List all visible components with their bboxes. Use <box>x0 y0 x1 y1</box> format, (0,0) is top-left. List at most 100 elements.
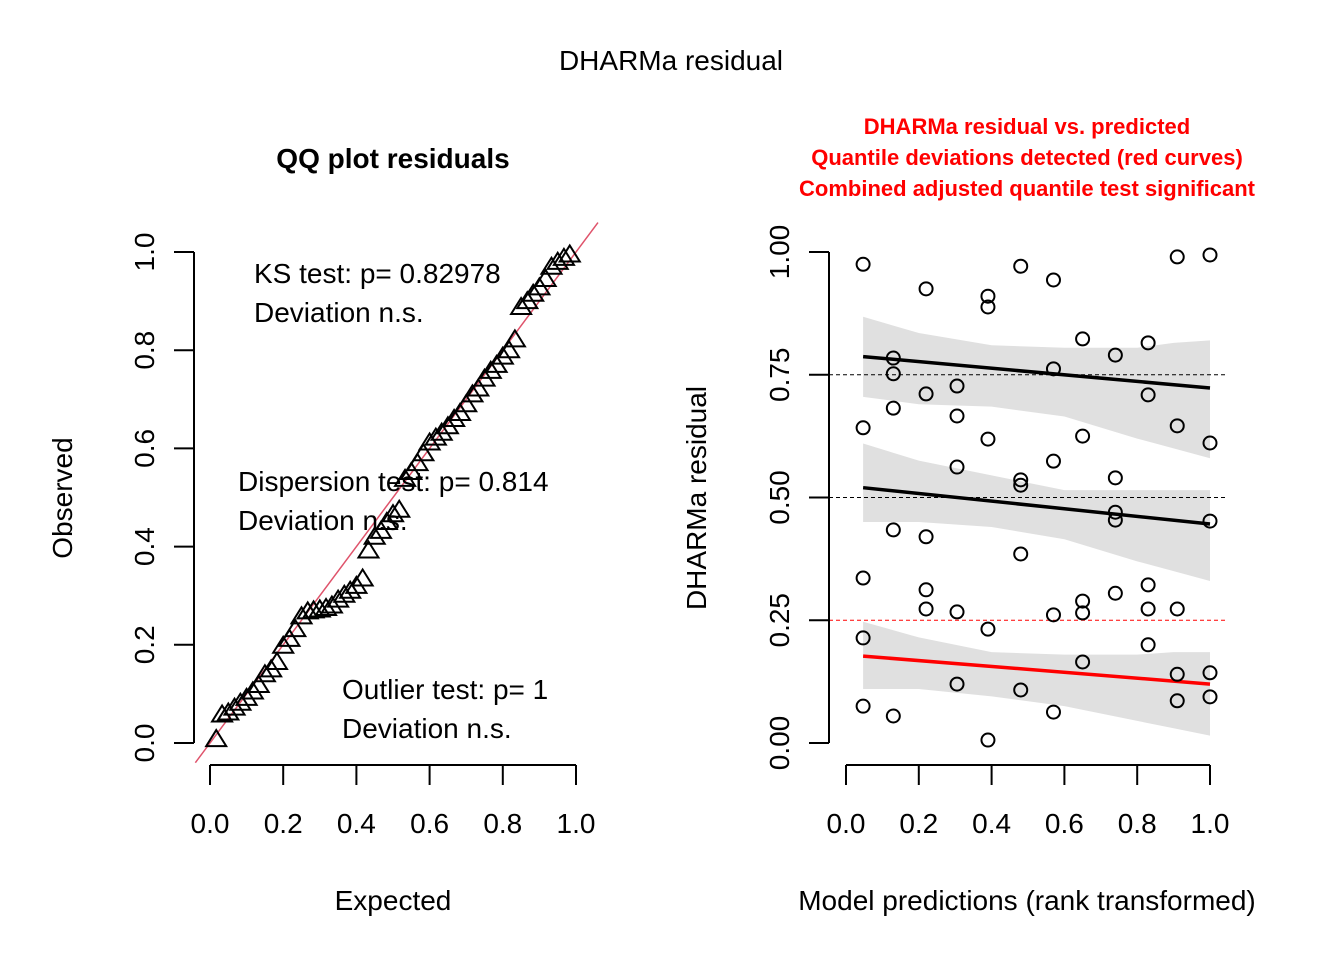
qq-point-triangle <box>210 703 234 723</box>
rv-x-tick-label: 0.8 <box>1118 808 1157 839</box>
rv-point-circle <box>1075 593 1091 609</box>
qq-point-triangle <box>557 243 582 263</box>
qq-y-axis-label: Observed <box>47 437 78 558</box>
rv-point-circle <box>855 420 871 436</box>
rv-x-tick-label: 1.0 <box>1191 808 1230 839</box>
qq-y-tick-label: 0.0 <box>129 724 160 763</box>
qq-x-tick-label: 0.2 <box>264 808 303 839</box>
qq-point-triangle <box>277 628 302 647</box>
rv-point-circle <box>1169 693 1185 709</box>
rv-point-circle <box>949 604 965 620</box>
rv-point-circle <box>918 386 934 402</box>
rv-point-circle <box>885 400 901 416</box>
rv-point-circle <box>1045 453 1061 469</box>
rv-y-axis-label: DHARMa residual <box>681 386 712 610</box>
qq-point-triangle <box>234 686 259 706</box>
qq-point-triangle <box>381 503 405 523</box>
rv-x-axis: 0.0 0.2 0.4 0.6 0.8 1.0 <box>827 764 1230 839</box>
ks-test-annotation-line: KS test: p= 0.82978 <box>254 258 501 289</box>
qq-point-triangle <box>393 467 417 487</box>
qq-points <box>204 243 582 748</box>
rv-point-circle <box>1107 504 1123 520</box>
rv-point-circle <box>1045 704 1061 720</box>
rv-y-tick-label: 0.75 <box>764 348 795 403</box>
rv-point-circle <box>980 732 996 748</box>
rv-points <box>855 247 1218 748</box>
rv-point-circle <box>1075 331 1091 347</box>
qq-point-triangle <box>338 579 362 599</box>
rv-point-circle <box>1169 418 1185 434</box>
rv-point-circle <box>1107 585 1123 601</box>
dispersion-test-annotation-line: Deviation n.s. <box>238 505 408 536</box>
rv-point-circle <box>1140 601 1156 617</box>
rv-point-circle <box>949 408 965 424</box>
qq-x-tick-label: 1.0 <box>557 808 596 839</box>
rv-confidence-bands <box>863 316 1210 736</box>
qq-point-triangle <box>490 345 515 365</box>
qq-point-triangle <box>204 728 229 748</box>
qq-point-triangle <box>320 594 344 614</box>
rv-point-circle <box>855 630 871 646</box>
residual-vs-predicted-panel: DHARMa residual vs. predicted Quantile d… <box>681 114 1256 916</box>
qq-point-triangle <box>552 247 576 266</box>
rv-point-circle <box>1169 601 1185 617</box>
rv-point-circle <box>1045 272 1061 288</box>
rv-point-circle <box>1013 258 1029 274</box>
qq-point-triangle <box>253 663 277 683</box>
rv-reference-lines <box>829 374 1225 621</box>
rv-point-circle <box>980 621 996 637</box>
rv-title-line-2: Quantile deviations detected (red curves… <box>811 145 1243 170</box>
dispersion-test-annotation-line: Dispersion test: p= 0.814 <box>238 466 549 497</box>
rv-x-tick-label: 0.0 <box>827 808 866 839</box>
rv-point-circle <box>885 366 901 382</box>
rv-point-circle <box>1202 513 1218 529</box>
rv-point-circle <box>1075 605 1091 621</box>
rv-band-q0.5 <box>863 443 1210 581</box>
qq-point-triangle <box>521 282 545 302</box>
rv-point-circle <box>949 676 965 692</box>
rv-point-circle <box>855 698 871 714</box>
qq-point-triangle <box>362 525 387 545</box>
qq-y-axis: 0.0 0.2 0.4 0.6 0.8 1.0 <box>129 233 195 763</box>
qq-point-triangle <box>429 421 454 441</box>
rv-point-circle <box>918 582 934 598</box>
rv-point-circle <box>1013 472 1029 488</box>
qq-x-tick-label: 0.6 <box>410 808 449 839</box>
rv-point-circle <box>1140 637 1156 653</box>
rv-point-circle <box>885 522 901 538</box>
qq-y-tick-label: 0.8 <box>129 331 160 370</box>
qq-point-triangle <box>503 328 527 348</box>
rv-point-circle <box>855 570 871 586</box>
rv-y-tick-label: 1.00 <box>764 225 795 280</box>
rv-y-tick-label: 0.00 <box>764 716 795 771</box>
qq-y-tick-label: 0.2 <box>129 625 160 664</box>
qq-x-tick-label: 0.4 <box>337 808 376 839</box>
rv-x-tick-label: 0.6 <box>1045 808 1084 839</box>
rv-point-circle <box>1045 607 1061 623</box>
rv-point-circle <box>980 288 996 304</box>
qq-point-triangle <box>454 393 479 413</box>
outlier-test-annotation-line: Deviation n.s. <box>342 713 512 744</box>
rv-x-axis-label: Model predictions (rank transformed) <box>798 885 1256 916</box>
rv-point-circle <box>1013 546 1029 562</box>
rv-quantile-fits <box>862 354 1211 686</box>
rv-quantile-fit-0.75 <box>862 354 1211 390</box>
qq-point-triangle <box>509 296 533 315</box>
qq-point-triangle <box>387 498 412 518</box>
qq-plot-panel: QQ plot residuals KS test: p= 0.82978 Dev… <box>47 143 599 916</box>
qq-point-triangle <box>497 339 521 359</box>
rv-y-axis: 0.00 0.25 0.50 0.75 1.00 <box>764 225 830 771</box>
rv-point-circle <box>1075 428 1091 444</box>
rv-point-circle <box>1075 654 1091 670</box>
rv-y-tick-label: 0.50 <box>764 470 795 525</box>
qq-point-triangle <box>424 426 448 446</box>
qq-y-tick-label: 0.4 <box>129 527 160 566</box>
rv-point-circle <box>949 459 965 475</box>
qq-point-triangle <box>466 377 491 397</box>
rv-point-circle <box>918 601 934 617</box>
rv-point-circle <box>1045 361 1061 377</box>
rv-point-circle <box>1107 512 1123 528</box>
rv-title-line-3: Combined adjusted quantile test signific… <box>799 176 1256 201</box>
qq-point-triangle <box>228 691 253 711</box>
rv-point-circle <box>1202 435 1218 451</box>
